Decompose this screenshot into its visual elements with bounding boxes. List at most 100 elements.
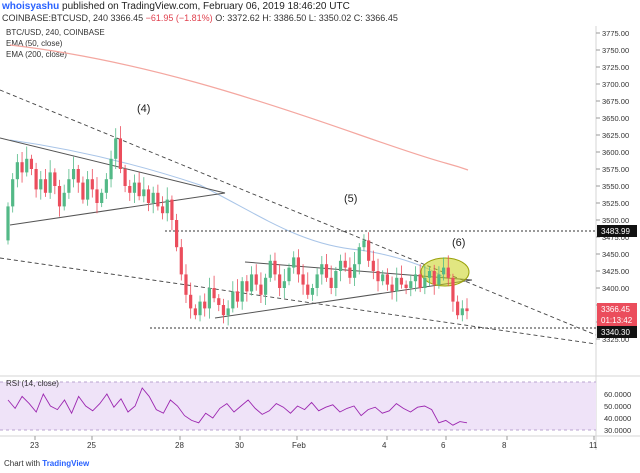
candle-body <box>456 301 460 316</box>
candle-body <box>189 294 193 309</box>
candle-body <box>160 206 165 214</box>
candle-body <box>221 305 226 316</box>
candle-body <box>310 288 315 295</box>
candle-body <box>441 267 446 275</box>
chart-header: whoisyashu published on TradingView.com,… <box>0 0 640 26</box>
candle-body <box>245 281 249 292</box>
candle-body <box>404 284 408 288</box>
candle-body <box>170 199 174 220</box>
candle-body <box>109 158 113 180</box>
pair-legend: BTC/USD, 240, COINBASE <box>6 28 105 37</box>
candle-body <box>71 169 76 180</box>
candle-body <box>259 284 263 295</box>
price-tick-label: 3425.00 <box>602 267 629 276</box>
candle-body <box>249 274 254 292</box>
candle-body <box>437 274 441 285</box>
candle-body <box>39 179 43 190</box>
time-tick-label: 4 <box>382 441 387 450</box>
last-price: 3366.45 <box>110 13 144 23</box>
candle-body <box>137 182 141 197</box>
ema200-line <box>9 44 469 171</box>
candle-body <box>179 247 183 275</box>
candle-body <box>423 277 427 288</box>
candle-body <box>86 179 90 200</box>
candle-body <box>95 189 99 203</box>
candle-body <box>132 182 137 193</box>
footer-prefix: Chart with <box>4 459 41 468</box>
ema50-line <box>9 139 446 279</box>
candle-body <box>427 271 432 278</box>
candle-body <box>6 206 10 241</box>
time-tick-label: 30 <box>235 441 244 450</box>
candle-body <box>156 192 160 207</box>
candle-body <box>146 189 151 203</box>
candle-body <box>320 264 324 275</box>
candle-body <box>343 260 347 268</box>
candle-body <box>376 271 380 282</box>
tradingview-logo[interactable]: TradingView <box>42 459 90 468</box>
time-tick-label: 11 <box>589 441 598 450</box>
candle-body <box>207 288 211 309</box>
candle-body <box>198 301 202 316</box>
candle-body <box>240 281 244 302</box>
rsi-axis: 60.0000 50.0000 40.0000 30.0000 <box>604 390 631 435</box>
candle-body <box>399 277 404 285</box>
triangle2-lower <box>214 279 473 319</box>
wave-5-label: (5) <box>344 193 357 205</box>
candle-body <box>34 169 38 190</box>
price-tick-label: 3475.00 <box>602 233 629 242</box>
candle-body <box>193 308 197 316</box>
price-tick-label: 3600.00 <box>602 148 629 157</box>
price-change: −61.95 (−1.81%) <box>145 13 213 23</box>
candle-body <box>334 271 338 288</box>
candle-body <box>57 186 62 207</box>
resistance-marker-bg <box>597 225 637 237</box>
candle-body <box>460 308 464 316</box>
support-marker: 3340.30 <box>601 328 630 337</box>
author-name[interactable]: whoisyashu <box>2 1 60 12</box>
candle-body <box>67 179 71 193</box>
candle-body <box>226 308 230 316</box>
candle-body <box>175 220 179 248</box>
candle-body <box>371 260 375 271</box>
wave-6-label: (6) <box>452 237 465 249</box>
falling-support-line <box>0 257 597 345</box>
candle-body <box>25 158 29 173</box>
candle-body <box>348 267 352 278</box>
candle-body <box>268 260 272 278</box>
candle-body <box>352 264 357 278</box>
support-marker-bg <box>597 326 637 338</box>
time-axis: 23 25 28 30 Feb 4 6 8 11 <box>30 436 598 450</box>
price-tick-label: 3775.00 <box>602 29 629 38</box>
rsi-tick-label: 40.0000 <box>604 414 631 423</box>
candle-body <box>142 189 146 197</box>
ema50-legend[interactable]: EMA (50, close) <box>6 39 63 48</box>
price-tick-label: 3750.00 <box>602 46 629 55</box>
price-tick-label: 3450.00 <box>602 250 629 259</box>
candle-body <box>184 274 188 295</box>
price-tick-label: 3575.00 <box>602 165 629 174</box>
symbol-label: COINBASE:BTCUSD, 240 <box>2 13 109 23</box>
wave-4-label: (4) <box>137 103 150 115</box>
candle-body <box>418 274 422 288</box>
time-tick-label: 28 <box>175 441 184 450</box>
candle-body <box>76 169 80 183</box>
ohlc-values: O: 3372.62 H: 3386.50 L: 3350.02 C: 3366… <box>215 13 398 23</box>
candle-body <box>114 138 118 159</box>
candle-body <box>128 186 132 193</box>
candle-body <box>15 162 19 180</box>
candle-body <box>217 298 221 305</box>
candle-body <box>357 247 361 265</box>
last-price-marker: 3366.45 <box>601 305 630 314</box>
candle-body <box>301 274 305 285</box>
resistance-marker: 3483.99 <box>601 227 630 236</box>
time-tick-label: 8 <box>502 441 507 450</box>
price-tick-label: 3700.00 <box>602 80 629 89</box>
candle-body <box>367 240 371 261</box>
ema200-legend[interactable]: EMA (200, close) <box>6 50 67 59</box>
countdown-marker-bg <box>597 315 637 326</box>
candle-body <box>235 291 240 302</box>
candle-body <box>390 284 394 292</box>
rsi-series <box>7 387 468 426</box>
